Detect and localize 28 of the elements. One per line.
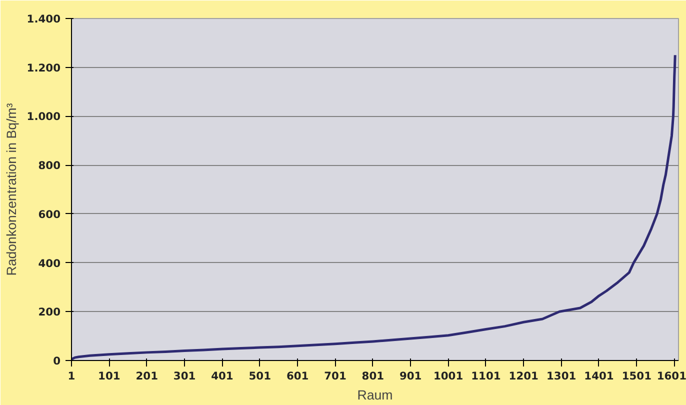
x-tick-label: 1	[68, 370, 76, 382]
x-tick-label: 401	[211, 370, 234, 382]
x-tick-label: 201	[136, 370, 158, 382]
x-tick-label: 601	[286, 370, 309, 382]
x-tick-label: 1101	[471, 370, 501, 382]
y-axis-title: Radonkonzentration in Bq/m³	[4, 102, 19, 276]
x-tick-label: 1001	[433, 370, 464, 382]
x-tick-label: 701	[324, 370, 346, 382]
y-tick-label: 200	[38, 306, 61, 319]
y-tick-label: 1.400	[26, 12, 61, 26]
y-tick-label: 400	[38, 256, 61, 270]
x-tick-label: 1501	[622, 370, 652, 382]
y-tick-label: 800	[38, 159, 61, 172]
x-tick-label: 801	[362, 370, 384, 382]
y-tick-label: 1.000	[26, 110, 61, 124]
x-tick-label: 501	[248, 370, 272, 382]
x-tick-label: 101	[98, 370, 120, 382]
x-tick-label: 301	[173, 370, 196, 382]
x-tick-label: 1201	[508, 370, 538, 382]
y-tick-label: 600	[38, 208, 61, 221]
x-tick-label: 901	[399, 370, 422, 382]
x-axis-title: Raum	[357, 388, 393, 402]
x-tick-label: 1601	[656, 370, 686, 382]
x-tick-label: 1301	[546, 370, 576, 382]
y-tick-label: 1.200	[26, 61, 61, 74]
line-series	[72, 54, 676, 360]
x-tick-label: 1401	[584, 370, 614, 382]
y-tick-label: 0	[53, 354, 61, 368]
